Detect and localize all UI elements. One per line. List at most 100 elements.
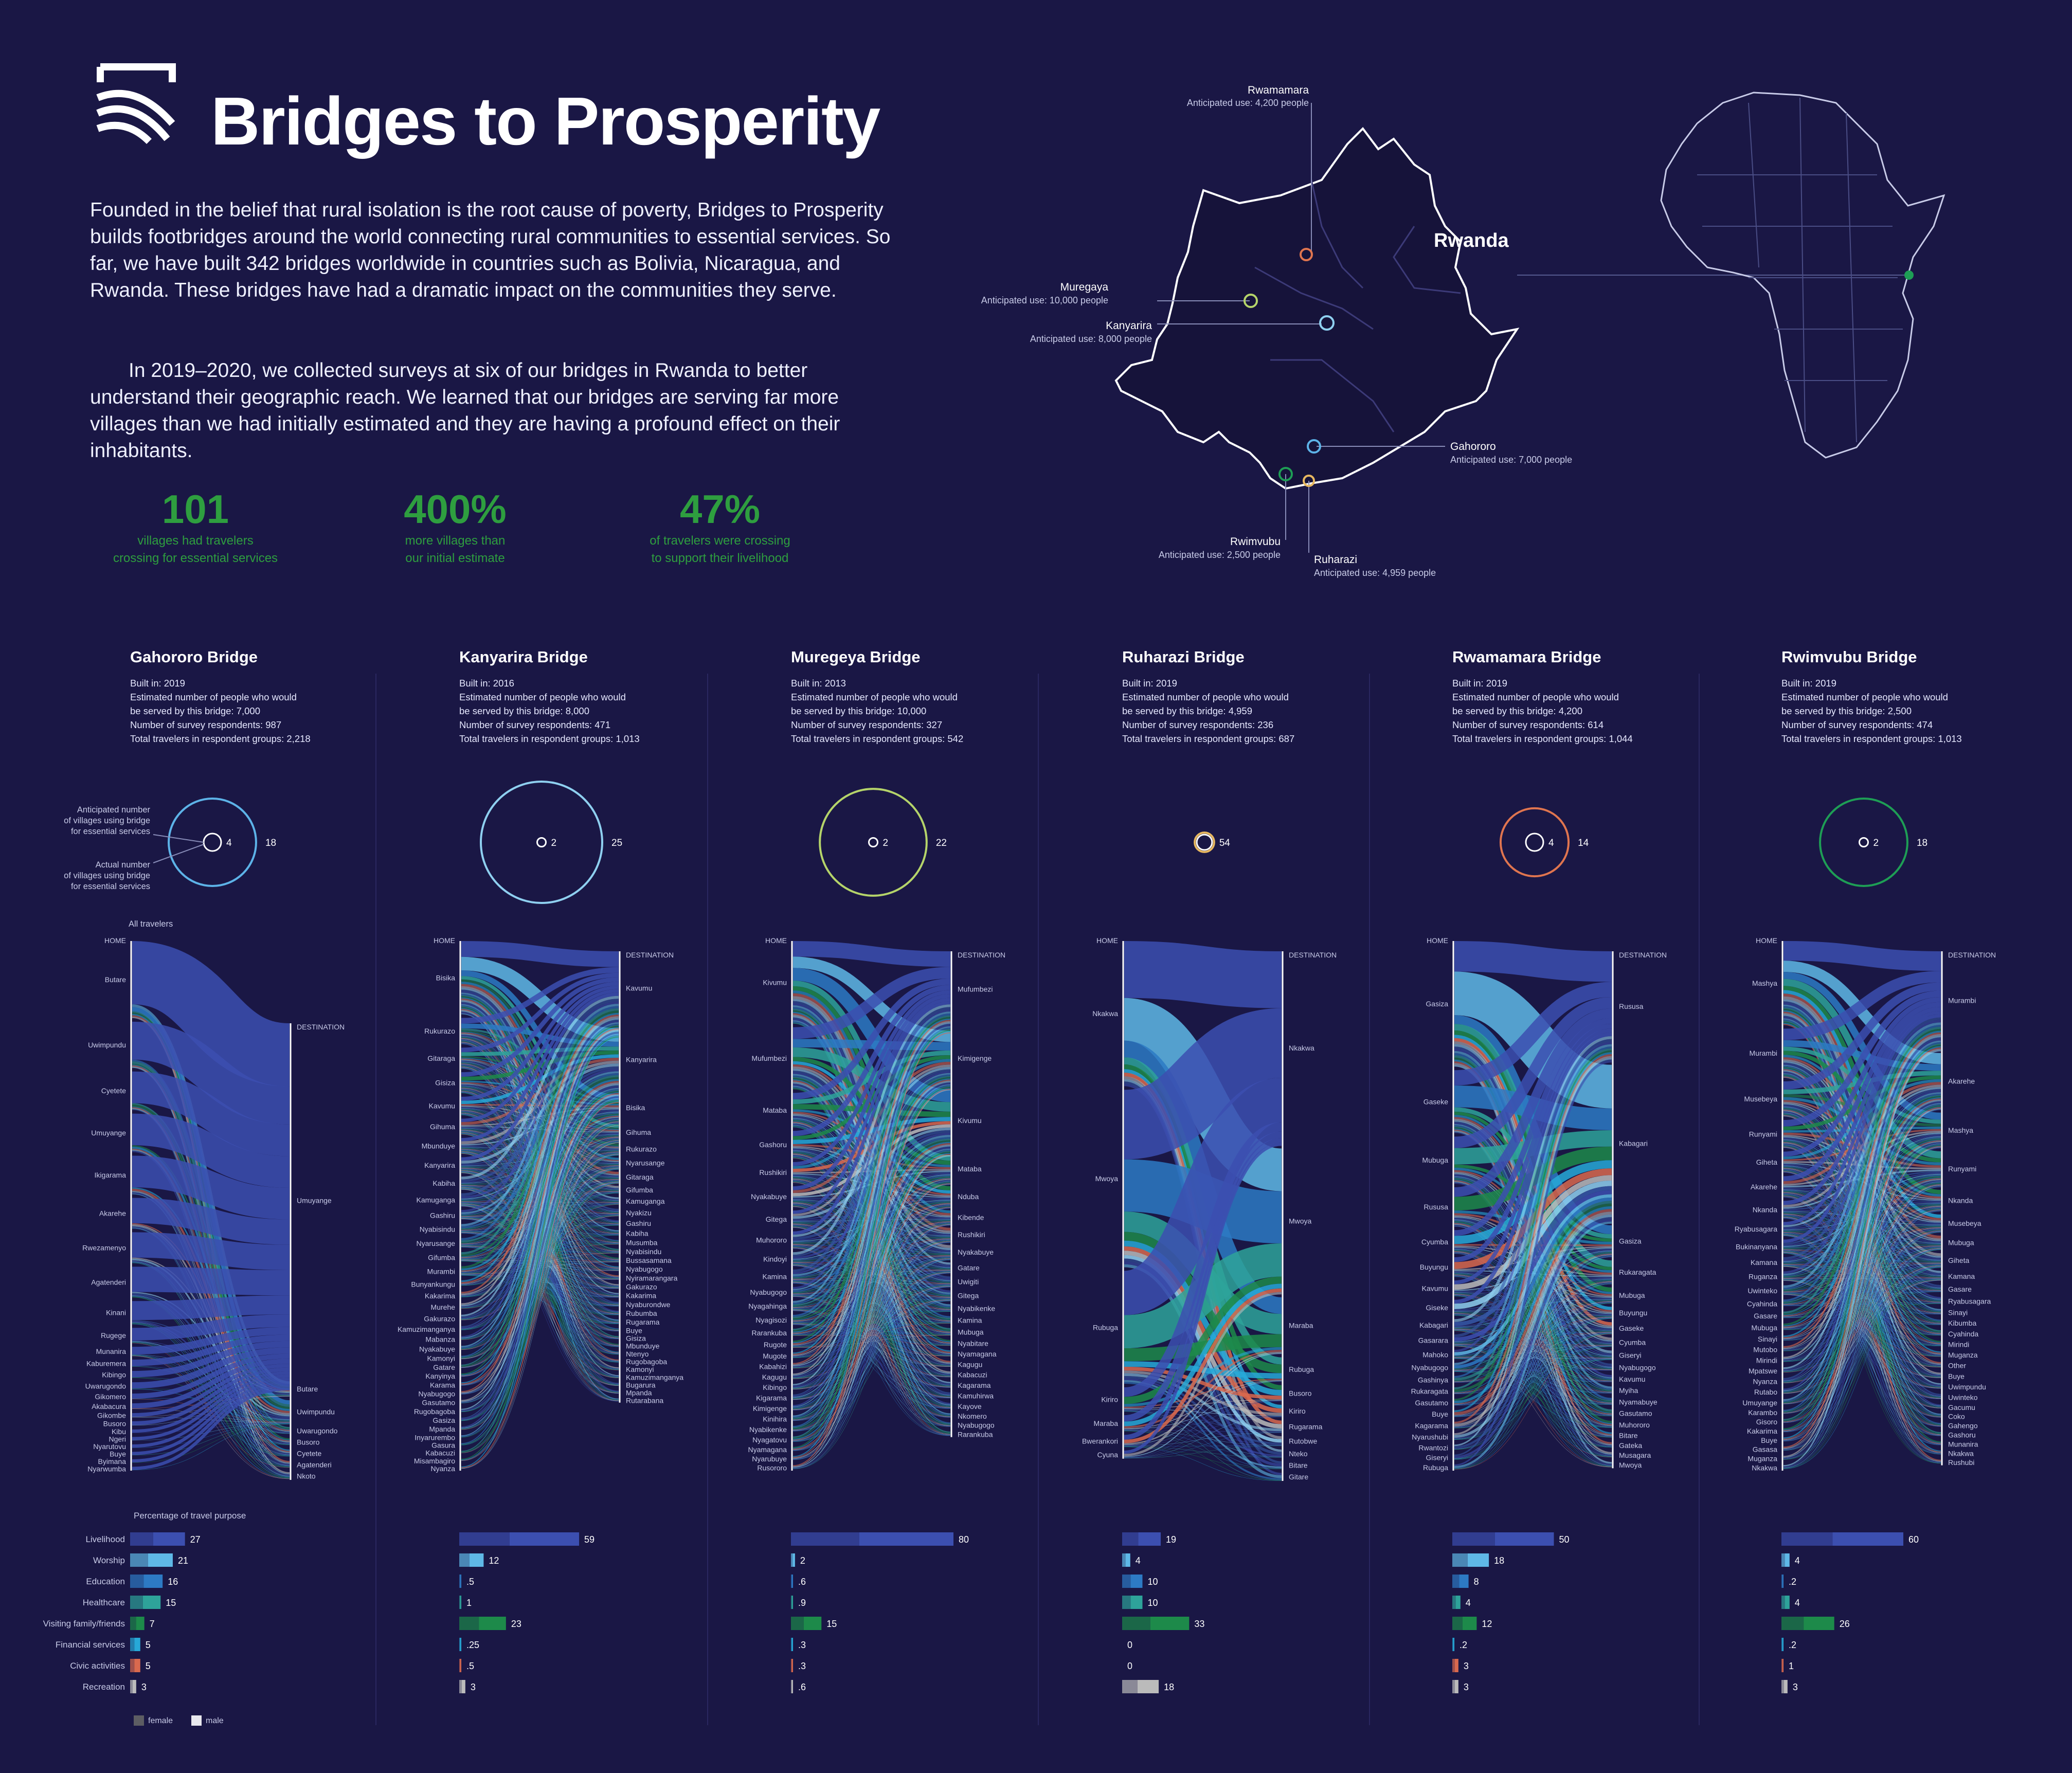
anticipated-villages-circle bbox=[1525, 833, 1544, 852]
home-village-label: Gasarara bbox=[1418, 1336, 1449, 1345]
meta-line: Number of survey respondents: 236 bbox=[1122, 719, 1274, 730]
home-village-label: Gisoro bbox=[1756, 1418, 1777, 1426]
destination-village-label: Nkoto bbox=[297, 1472, 316, 1480]
flow-link bbox=[1783, 1249, 1941, 1441]
purpose-value-label: 3 bbox=[141, 1682, 147, 1692]
home-village-label: Kanyarira bbox=[424, 1161, 455, 1169]
rwanda-outline bbox=[1114, 126, 1520, 490]
purpose-bar-male bbox=[1804, 1617, 1834, 1630]
legend-swatch-female bbox=[134, 1715, 144, 1726]
home-village-label: Kaburemera bbox=[86, 1360, 126, 1368]
flow-link bbox=[792, 1032, 951, 1467]
flow-link bbox=[1124, 1288, 1282, 1443]
flow-link bbox=[461, 1183, 619, 1430]
purpose-value-label: 5 bbox=[146, 1661, 151, 1671]
destination-village-label: Gitaraga bbox=[626, 1173, 654, 1181]
flow-link bbox=[461, 1019, 619, 1328]
actual-villages-circle bbox=[1819, 798, 1908, 887]
pin-use: Anticipated use: 10,000 people bbox=[981, 295, 1108, 305]
map-pin-rwimvubu: Rwimvubu Anticipated use: 2,500 people bbox=[1159, 467, 1293, 560]
home-village-label: Butare bbox=[105, 975, 126, 984]
purpose-bar-female bbox=[1781, 1575, 1782, 1588]
home-village-label: Gashinya bbox=[1418, 1376, 1448, 1384]
flow-link bbox=[132, 1384, 290, 1463]
flow-link bbox=[792, 1259, 951, 1451]
bridge-panel-ruharazi: Ruharazi Bridge Built in: 2019 Estimated… bbox=[1082, 648, 1456, 1733]
flow-link bbox=[461, 940, 619, 967]
flow-link bbox=[792, 1022, 951, 1385]
purpose-value-label: 18 bbox=[1494, 1555, 1504, 1566]
stat-caption: our initial estimate bbox=[405, 551, 505, 565]
flow-link bbox=[792, 1027, 951, 1427]
home-village-label: Akabacura bbox=[92, 1402, 126, 1410]
flow-link bbox=[132, 1399, 290, 1422]
purpose-bar-male bbox=[134, 1638, 140, 1651]
bridge-meta: Built in: 2019 Estimated number of peopl… bbox=[1452, 676, 1633, 746]
purpose-bar-female bbox=[459, 1532, 510, 1546]
flow-link bbox=[1454, 1346, 1612, 1468]
destination-village-label: Musebeya bbox=[1948, 1219, 1981, 1227]
destination-village-label: Nyaburondwe bbox=[626, 1300, 671, 1309]
purpose-bar-male bbox=[132, 1680, 136, 1693]
flow-link bbox=[1783, 1146, 1941, 1417]
flow-link bbox=[461, 1030, 619, 1410]
flow-link bbox=[792, 1258, 951, 1421]
flow-link bbox=[132, 1198, 290, 1245]
purpose-bar-female bbox=[791, 1659, 792, 1672]
destination-village-label: Mubuga bbox=[1948, 1239, 1974, 1247]
stat-increase: 400% more villages than our initial esti… bbox=[347, 486, 563, 567]
flow-link bbox=[1124, 1351, 1282, 1445]
flow-link bbox=[1454, 1317, 1612, 1394]
destination-village-label: Gasiza bbox=[1619, 1237, 1642, 1245]
purpose-bar-female bbox=[130, 1532, 153, 1546]
purpose-bar-female bbox=[130, 1659, 135, 1672]
flow-link bbox=[792, 1242, 951, 1441]
home-village-label: Rwantozi bbox=[1418, 1443, 1448, 1452]
purpose-bar-female bbox=[1122, 1532, 1139, 1546]
flow-link bbox=[1124, 1446, 1282, 1481]
flow-link bbox=[792, 1240, 951, 1358]
purpose-bar-female bbox=[1781, 1553, 1785, 1567]
destination-village-label: Nkanda bbox=[1948, 1197, 1973, 1205]
flow-link bbox=[792, 1088, 951, 1449]
purpose-bar-male bbox=[1782, 1638, 1783, 1651]
flow-link bbox=[792, 1184, 951, 1459]
destination-village-label: Mirindi bbox=[1948, 1340, 1969, 1348]
flow-link bbox=[1454, 1318, 1612, 1450]
flow-link bbox=[132, 1295, 290, 1320]
flow-link bbox=[792, 1286, 951, 1410]
flow-link bbox=[1783, 997, 1941, 1157]
flow-link bbox=[1454, 1048, 1612, 1389]
flow-link bbox=[792, 1240, 951, 1389]
bridge-chart: 2 18 HOME DESTINATION Mashya Murambi Musebeya R… bbox=[1735, 798, 1996, 1693]
flow-link bbox=[1783, 1026, 1941, 1314]
all-travelers-label: All travelers bbox=[129, 919, 173, 929]
flow-link bbox=[792, 1089, 951, 1467]
purpose-value-label: .2 bbox=[1789, 1640, 1796, 1650]
purpose-value-label: 50 bbox=[1559, 1534, 1570, 1545]
home-village-label: Rubuga bbox=[1093, 1323, 1118, 1331]
flow-link bbox=[1454, 1046, 1612, 1378]
home-axis-label: HOME bbox=[434, 936, 455, 945]
destination-village-label: Akarehe bbox=[1948, 1077, 1975, 1085]
destination-village-label: Kagugu bbox=[958, 1360, 982, 1368]
purpose-value-label: .3 bbox=[798, 1640, 806, 1650]
destination-village-label: Kabiha bbox=[626, 1229, 648, 1237]
meta-line: be served by this bridge: 4,959 bbox=[1122, 705, 1252, 716]
home-village-label: Nyabugogo bbox=[418, 1389, 455, 1398]
flow-link bbox=[132, 1423, 290, 1463]
destination-village-label: Gatare bbox=[958, 1263, 980, 1272]
bridge-chart: 2 25 HOME DESTINATION Bisika Rukurazo Gitaraga… bbox=[398, 781, 683, 1693]
flow-link bbox=[1783, 1209, 1941, 1414]
flow-link bbox=[792, 1183, 951, 1450]
actual-count-label: 14 bbox=[1578, 838, 1589, 848]
home-village-label: Gifumba bbox=[428, 1253, 455, 1261]
destination-village-label: Gaseke bbox=[1619, 1324, 1644, 1332]
flow-link bbox=[132, 1377, 290, 1422]
purpose-bar-male bbox=[460, 1596, 461, 1609]
home-village-label: Gashoru bbox=[759, 1141, 787, 1149]
home-village-label: Giseke bbox=[1426, 1304, 1448, 1312]
home-village-label: Bukinanyana bbox=[1736, 1242, 1777, 1251]
destination-village-label: Kamuzimanganya bbox=[626, 1373, 683, 1381]
flow-link bbox=[1783, 1186, 1941, 1468]
